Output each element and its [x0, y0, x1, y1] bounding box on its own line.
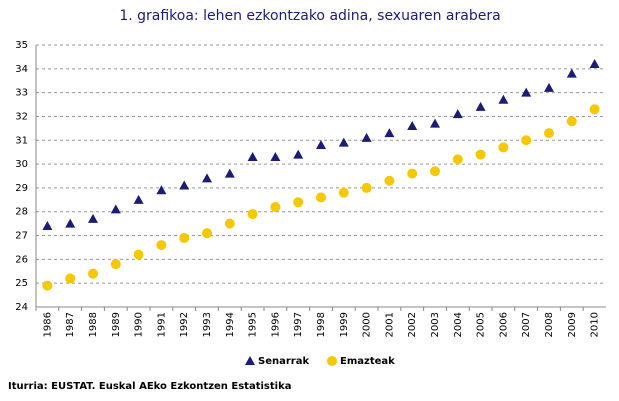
circle-marker [224, 218, 235, 229]
x-tick-label: 2009 [567, 312, 578, 337]
circle-marker [65, 273, 76, 284]
circle-marker [589, 104, 600, 115]
triangle-marker [544, 82, 554, 92]
y-tick-label: 31 [15, 135, 28, 146]
source-note: Iturria: EUSTAT. Euskal AEko Ezkontzen E… [8, 381, 291, 392]
triangle-marker [338, 137, 349, 147]
circle-marker [338, 187, 349, 198]
circle-marker [498, 142, 509, 153]
circle-marker [293, 197, 304, 208]
x-tick-label: 1988 [88, 312, 99, 337]
y-tick-label: 28 [15, 207, 28, 218]
triangle-marker [361, 132, 372, 142]
triangle-marker [247, 151, 258, 161]
x-tick-label: 1989 [111, 312, 122, 337]
x-tick-label: 1995 [248, 312, 259, 337]
x-tick-label: 2005 [476, 312, 487, 337]
x-tick-label: 1994 [225, 312, 236, 337]
circle-marker [270, 201, 281, 212]
circle-marker [407, 168, 418, 179]
circle-marker [566, 116, 577, 127]
x-tick-label: 1993 [202, 312, 213, 337]
x-tick-label: 1990 [134, 312, 145, 337]
legend-marker [245, 356, 255, 365]
triangle-marker [224, 168, 235, 178]
y-tick-label: 26 [15, 254, 28, 265]
triangle-marker [498, 94, 509, 104]
x-tick-label: 2007 [521, 312, 532, 337]
x-tick-label: 1996 [270, 312, 281, 337]
triangle-marker [589, 59, 600, 69]
x-tick-label: 2002 [407, 312, 418, 337]
triangle-marker [156, 185, 167, 195]
triangle-marker [65, 218, 76, 228]
triangle-marker [202, 173, 212, 183]
circle-marker [544, 128, 554, 139]
triangle-marker [475, 101, 486, 111]
x-tick-label: 1998 [316, 312, 327, 337]
x-tick-label: 2000 [362, 312, 373, 337]
triangle-marker [521, 87, 532, 97]
circle-marker [179, 232, 190, 243]
triangle-marker [407, 120, 418, 130]
y-tick-label: 33 [15, 88, 28, 99]
legend-label: Emazteak [340, 356, 395, 367]
x-tick-label: 1999 [339, 312, 350, 337]
triangle-marker [452, 109, 463, 119]
circle-marker [202, 228, 212, 239]
x-tick-label: 1992 [179, 312, 190, 337]
circle-marker [42, 280, 53, 291]
triangle-marker [88, 213, 98, 223]
circle-marker [133, 249, 144, 260]
circle-marker [521, 135, 532, 146]
triangle-marker [270, 151, 281, 161]
circle-marker [452, 154, 463, 165]
triangle-marker [179, 180, 190, 190]
triangle-marker [42, 221, 53, 231]
circle-marker [316, 192, 326, 203]
x-tick-label: 2001 [384, 312, 395, 337]
y-tick-label: 32 [15, 111, 28, 122]
triangle-marker [133, 194, 144, 204]
y-tick-label: 30 [15, 159, 28, 170]
x-tick-label: 2010 [590, 312, 601, 337]
x-tick-label: 2006 [498, 312, 509, 337]
triangle-marker [384, 128, 395, 138]
triangle-marker [430, 118, 440, 128]
x-tick-label: 1986 [42, 312, 53, 337]
triangle-marker [110, 204, 121, 214]
circle-marker [430, 166, 440, 177]
x-tick-label: 2008 [544, 312, 555, 337]
legend-marker [327, 356, 337, 366]
y-tick-label: 29 [15, 183, 28, 194]
circle-marker [88, 268, 98, 279]
circle-marker [247, 209, 258, 220]
triangle-marker [316, 140, 326, 150]
circle-marker [156, 240, 167, 251]
triangle-marker [566, 68, 577, 78]
y-tick-label: 35 [15, 40, 28, 51]
circle-marker [475, 149, 486, 160]
x-tick-label: 1997 [293, 312, 304, 337]
x-tick-label: 2004 [453, 312, 464, 337]
circle-marker [110, 259, 121, 270]
y-tick-label: 25 [15, 278, 28, 289]
circle-marker [361, 182, 372, 193]
x-tick-label: 1987 [65, 312, 76, 337]
chart-title: 1. grafikoa: lehen ezkontzako adina, sex… [119, 8, 500, 24]
triangle-marker [293, 149, 304, 159]
circle-marker [384, 175, 395, 186]
legend-label: Senarrak [258, 356, 309, 367]
x-tick-label: 1991 [156, 312, 167, 337]
x-tick-label: 2003 [430, 312, 441, 337]
y-tick-label: 24 [15, 302, 28, 313]
y-tick-label: 34 [15, 64, 28, 75]
y-tick-label: 27 [15, 231, 28, 242]
